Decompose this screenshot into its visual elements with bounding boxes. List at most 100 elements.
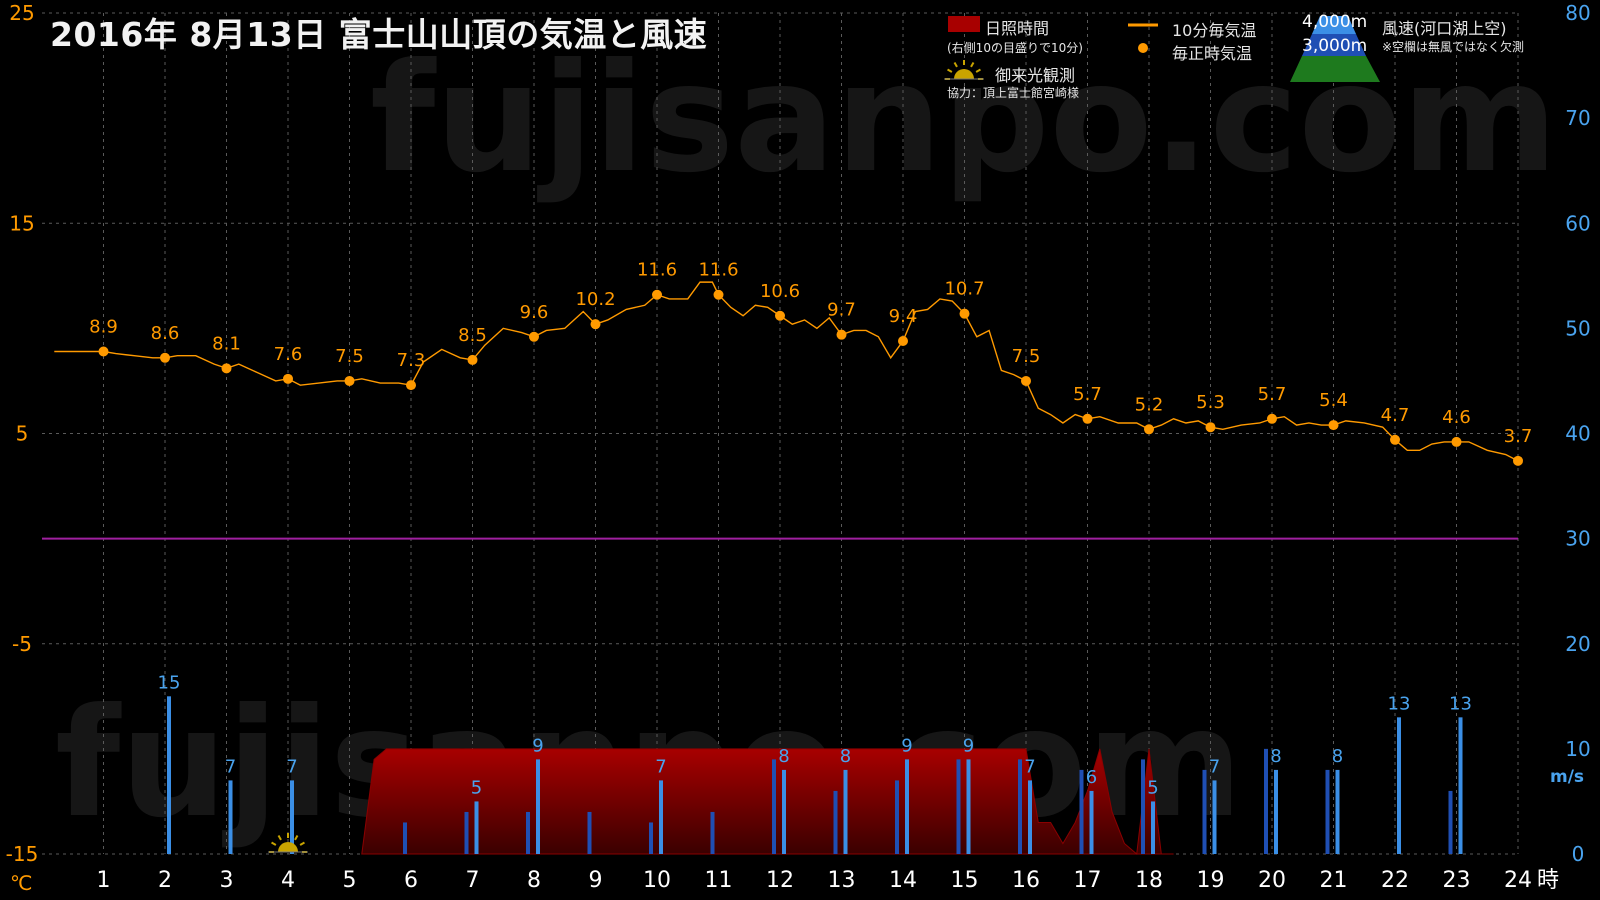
hourly-temperature-point [1021, 375, 1031, 386]
wind-bar-4000m [659, 780, 663, 854]
goraiko-sun-icon [268, 833, 308, 853]
x-tick-label: 12 [766, 868, 794, 893]
wind-value-label: 7 [286, 756, 297, 777]
sun-ray [947, 68, 953, 73]
hourly-temperature-point [1513, 455, 1523, 466]
hourly-temperature-point [898, 335, 908, 346]
hourly-temperature-label: 9.7 [827, 300, 856, 321]
hourly-temperature-point [529, 331, 539, 342]
x-tick-label: 23 [1443, 868, 1471, 893]
wind-value-label: 8 [840, 746, 851, 767]
hourly-temperature-point [160, 352, 170, 363]
wind-bar-3000m [464, 811, 469, 854]
hourly-temperature-point [959, 308, 970, 319]
x-tick-label: 18 [1135, 868, 1163, 893]
wind-value-label: 7 [225, 756, 236, 777]
wind-bar-3000m [1264, 748, 1268, 854]
x-tick-label: 11 [705, 868, 733, 893]
wind-bar-3000m [1202, 769, 1207, 854]
hourly-temperature-label: 7.5 [335, 346, 364, 367]
wind-bar-4000m [167, 696, 171, 854]
sun-ray [975, 68, 981, 73]
hourly-temperature-label: 10.6 [760, 281, 800, 302]
hourly-temperature-point [344, 375, 355, 386]
x-tick-label: 6 [404, 868, 418, 893]
x-tick-label: 10 [643, 868, 671, 893]
legend-hourly-swatch [1138, 43, 1148, 53]
y-right-unit-label: m/s [1550, 767, 1584, 787]
legend-hourly-label: 毎正時気温 [1172, 44, 1253, 63]
hourly-temperature-label: 7.6 [274, 344, 303, 365]
legend-mountain-3000m-icon [1302, 34, 1366, 56]
hourly-temperature-point [98, 346, 109, 357]
wind-bar-4000m [474, 801, 479, 854]
sun-ray [294, 835, 299, 841]
wind-bar-4000m [782, 769, 786, 854]
hourly-temperature-label: 5.7 [1258, 384, 1287, 405]
wind-bar-3000m [1141, 759, 1145, 854]
wind-bars-layer: 15 7 7 5 9 7 8 8 9 9 7 6 5 7 8 8 13 13 [158, 672, 1472, 854]
hourly-temperature-point [1144, 424, 1154, 435]
hourly-temperature-label: 8.5 [458, 325, 487, 346]
y-left-tick-label: -5 [12, 632, 32, 656]
y-right-tick-label: 20 [1565, 632, 1590, 656]
y-right-tick-label: 80 [1565, 1, 1590, 25]
wind-value-label: 8 [1270, 746, 1281, 767]
hourly-temperature-point [1082, 413, 1093, 424]
wind-bar-4000m [1028, 780, 1032, 854]
wind-value-label: 13 [1388, 693, 1411, 714]
legend-sunshine-note: (右側10の目盛りで10分) [947, 41, 1083, 55]
hourly-temperature-label: 9.4 [889, 306, 918, 327]
wind-value-label: 7 [1209, 756, 1220, 777]
legend-temp10-label: 10分毎気温 [1172, 21, 1257, 40]
x-tick-label: 3 [220, 868, 234, 893]
sun-ray [970, 62, 975, 68]
wind-value-label: 5 [1147, 777, 1158, 798]
hourly-temperature-point [467, 354, 478, 365]
hourly-temperature-point [1390, 434, 1400, 445]
x-tick-label: 22 [1381, 868, 1409, 893]
hourly-temperature-label: 10.2 [575, 289, 615, 310]
y-left-unit-label: ℃ [10, 871, 32, 895]
wind-bar-4000m [536, 759, 540, 854]
hourly-temperature-point [652, 289, 662, 300]
sunshine-area [361, 748, 1174, 855]
hourly-temperature-point [1328, 420, 1339, 431]
y-right-tick-label: 30 [1565, 527, 1590, 551]
hourly-temperature-point [283, 373, 293, 384]
wind-bar-4000m [1089, 790, 1094, 854]
hourly-temperature-label: 5.2 [1135, 394, 1164, 415]
legend-alt-high: 4,000m [1302, 12, 1368, 32]
y-left-tick-label: 15 [9, 211, 34, 235]
watermark-layer: fujisanpo.comfujisanpo.com [55, 32, 1558, 851]
wind-bar-3000m [895, 780, 899, 854]
wind-bar-3000m [956, 759, 961, 854]
hourly-temperature-label: 4.6 [1442, 407, 1471, 428]
hourly-temperature-label: 7.3 [397, 350, 426, 371]
hourly-temperature-label: 9.6 [520, 302, 549, 323]
legend-goraiko-label: 御来光観測 [995, 66, 1076, 85]
wind-bar-4000m [905, 759, 909, 854]
wind-value-label: 7 [655, 756, 666, 777]
x-tick-label: 19 [1197, 868, 1225, 893]
temperature-layer: 8.9 8.6 8.1 7.6 7.5 7.3 8.5 9.6 10.2 11.6 11.6 10.6… [54, 260, 1532, 466]
hourly-temperature-label: 5.7 [1073, 384, 1102, 405]
y-left-tick-label: -15 [6, 842, 39, 866]
hourly-temperature-label: 8.9 [89, 317, 118, 338]
legend-sunshine-swatch [948, 16, 980, 32]
wind-value-label: 9 [963, 735, 974, 756]
y-left-tick-label: 5 [16, 422, 29, 446]
y-right-tick-label: 70 [1565, 106, 1590, 130]
hourly-temperature-point [1451, 436, 1462, 447]
hourly-temperature-label: 11.6 [698, 260, 738, 281]
legend-alt-low: 3,000m [1302, 36, 1368, 56]
hourly-temperature-point [1205, 422, 1216, 433]
wind-bar-3000m [403, 822, 407, 854]
wind-value-label: 8 [778, 746, 789, 767]
hourly-temperature-point [713, 289, 724, 300]
x-tick-label: 15 [951, 868, 979, 893]
x-tick-label: 21 [1320, 868, 1348, 893]
wind-bar-4000m [1397, 717, 1401, 854]
